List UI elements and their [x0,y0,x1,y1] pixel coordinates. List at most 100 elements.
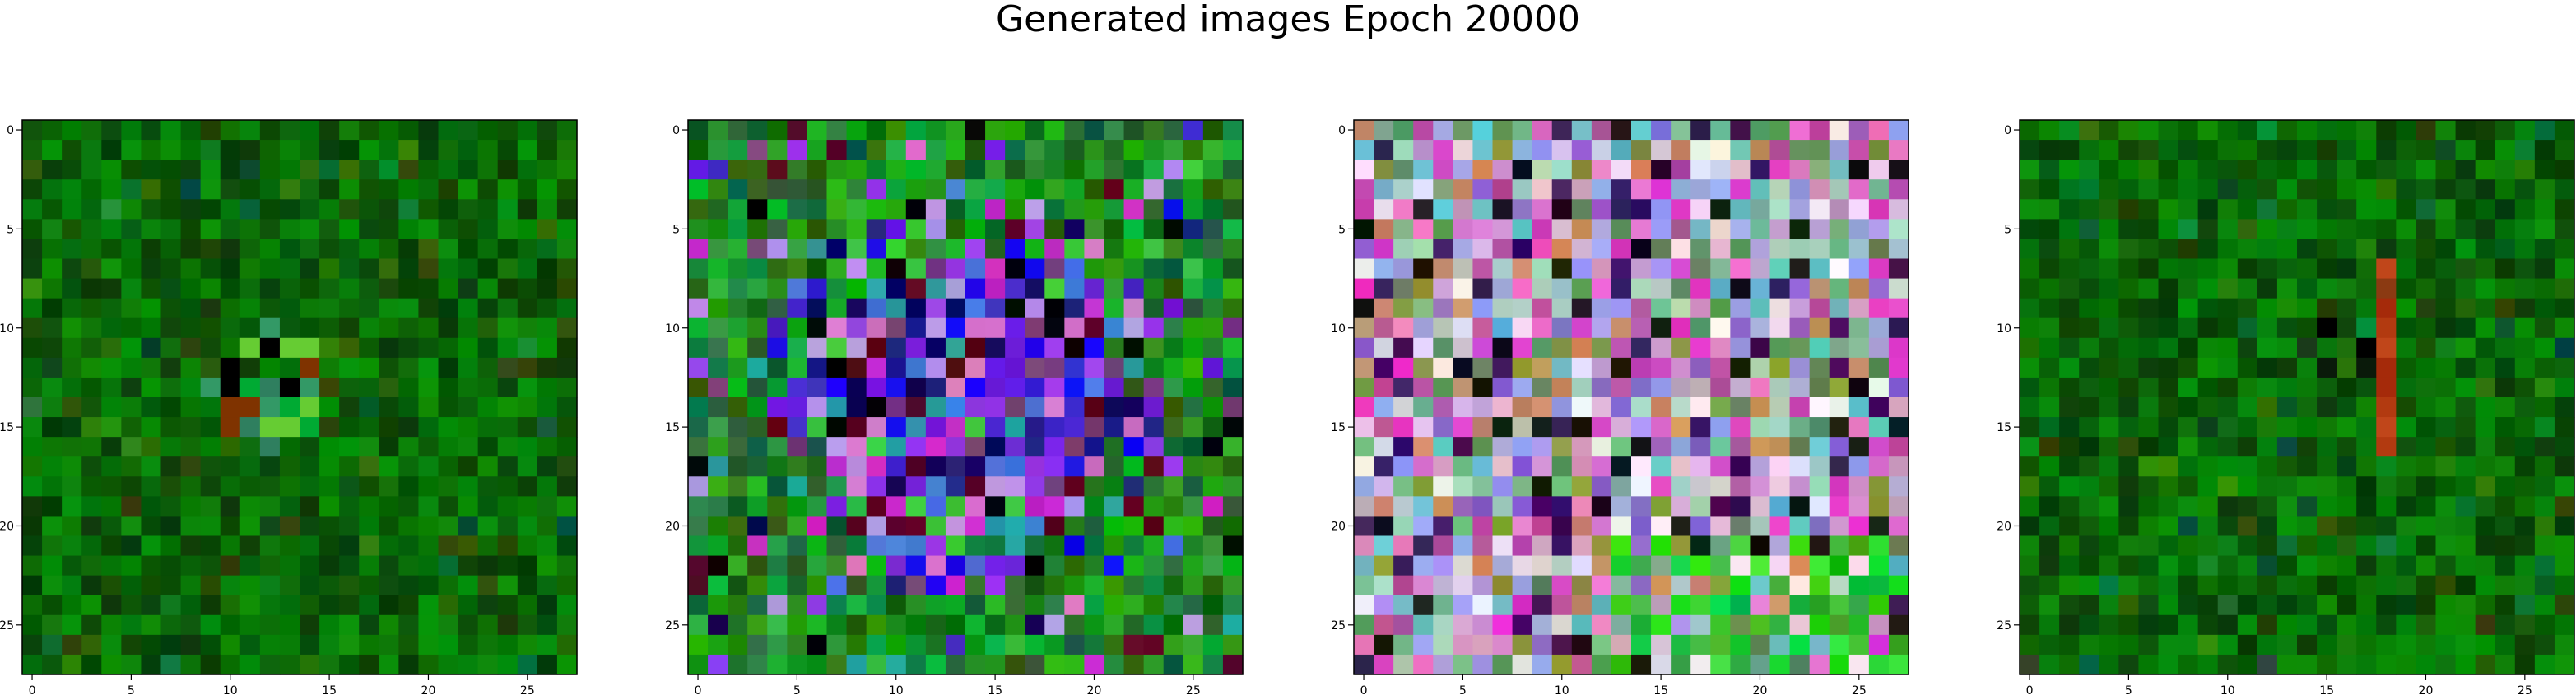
pixel-cell [319,417,340,438]
pixel-cell [1044,516,1065,537]
pixel-cell [339,239,360,260]
pixel-cell [2020,377,2040,398]
pixel-cell [1143,397,1165,418]
pixel-cell [2099,456,2119,477]
pixel-cell [728,654,748,675]
pixel-cell [438,179,459,200]
pixel-cell [220,516,241,537]
pixel-cell [866,614,887,636]
pixel-cell [1084,496,1105,517]
pixel-cell [2455,120,2476,141]
pixel-cell [708,179,728,200]
pixel-cell [2514,278,2536,299]
pixel-cell [339,337,360,359]
pixel-cell [1888,357,1909,378]
pixel-cell [1829,219,1850,240]
pixel-cell [200,595,221,616]
pixel-cell [1769,614,1791,636]
pixel-cell [1143,437,1165,457]
pixel-cell [1143,179,1165,200]
pixel-cell [2475,317,2496,339]
pixel-cell [418,654,439,675]
pixel-cell [438,476,459,497]
pixel-cell [2217,397,2239,418]
pixel-cell [1064,298,1086,319]
pixel-cell [1183,516,1204,537]
pixel-cell [1492,120,1514,141]
pixel-cell [2020,219,2040,240]
pixel-cell [1005,140,1025,160]
pixel-cell [418,258,439,280]
pixel-cell [141,476,162,497]
pixel-cell [2376,595,2397,616]
pixel-cell [1532,317,1553,339]
pixel-cell [458,595,479,616]
pixel-cell [1005,160,1025,180]
pixel-cell [1868,377,1890,398]
pixel-cell [2495,317,2516,339]
pixel-cell [688,397,709,418]
pixel-cell [1492,179,1514,200]
pixel-cell [81,160,102,180]
pixel-cell [220,417,241,438]
pixel-cell [1453,298,1474,319]
pixel-cell [180,397,202,418]
pixel-cell [458,417,479,438]
pixel-cell [1690,337,1711,359]
pixel-cell [418,377,439,398]
pixel-cell [200,357,221,378]
pixel-cell [945,140,966,160]
pixel-cell [62,317,82,339]
pixel-cell [767,239,788,260]
pixel-cell [945,239,966,260]
pixel-cell [2257,337,2278,359]
pixel-cell [1044,258,1065,280]
pixel-cell [1888,516,1909,537]
pixel-cell [418,317,439,339]
pixel-cell [1710,516,1731,537]
pixel-cell [1183,595,1204,616]
pixel-cell [477,476,499,497]
pixel-cell [101,258,122,280]
pixel-cell [418,278,439,299]
pixel-cell [1433,654,1453,675]
pixel-cell [2297,437,2318,457]
pixel-cell [1769,219,1791,240]
pixel-cell [200,535,221,557]
pixel-cell [787,278,808,299]
pixel-cell [2376,496,2397,517]
pixel-cell [2079,496,2099,517]
pixel-cell [1143,120,1165,141]
pixel-cell [1671,654,1691,675]
pixel-cell [1769,634,1791,656]
pixel-cell [2178,357,2199,378]
pixel-cell [2257,417,2278,438]
pixel-cell [2376,377,2397,398]
pixel-cell [1591,614,1612,636]
pixel-cell [1104,535,1125,557]
pixel-cell [2475,476,2496,497]
pixel-cell [925,555,946,577]
pixel-cell [517,337,538,359]
pixel-cell [728,120,748,141]
pixel-cell [438,516,459,537]
pixel-cell [2495,476,2516,497]
pixel-cell [2435,298,2457,319]
pixel-cell [2020,278,2040,299]
pixel-cell [1631,496,1652,517]
pixel-cell [1512,278,1533,299]
pixel-cell [1848,397,1870,418]
pixel-cell [708,377,728,398]
pixel-cell [477,614,499,636]
pixel-cell [708,614,728,636]
pixel-cell [62,516,82,537]
pixel-cell [708,456,728,477]
pixel-cell [300,496,320,517]
pixel-cell [826,179,848,200]
pixel-cell [359,614,379,636]
pixel-cell [1123,199,1145,220]
pixel-cell [2435,417,2457,438]
pixel-cell [2356,160,2377,180]
pixel-cell [1571,179,1593,200]
pixel-cell [1393,634,1414,656]
